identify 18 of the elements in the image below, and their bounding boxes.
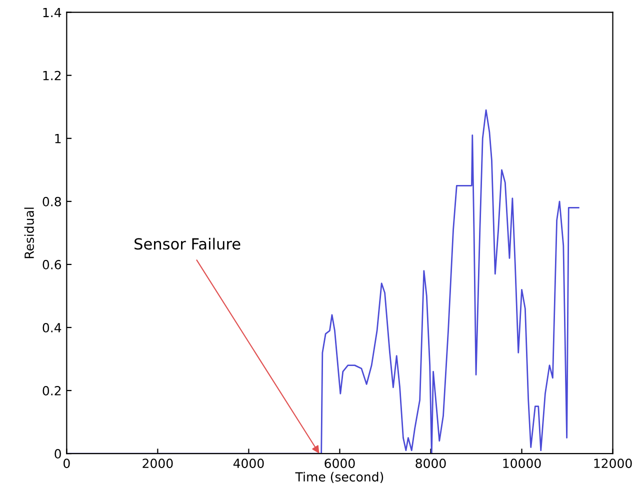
x-tick-label: 4000 (233, 458, 264, 468)
x-tick-label: 10000 (503, 458, 541, 468)
y-tick-label: 0 (54, 449, 61, 458)
y-axis-title: Residual (24, 208, 34, 258)
y-tick-label: 0.6 (42, 260, 62, 270)
y-tick-label: 1.4 (43, 8, 62, 18)
y-tick-label: 1.2 (43, 70, 61, 80)
x-axis-title: Time (second) (295, 472, 384, 484)
y-tick-label: 0.8 (42, 196, 61, 206)
y-tick-label: 0.2 (42, 386, 61, 396)
annotation: Sensor Failure (134, 238, 240, 250)
x-tick-label: 0 (64, 458, 70, 468)
x-tick-label: 12000 (594, 458, 632, 468)
x-tick-label: 6000 (324, 458, 355, 468)
x-tick-label: 8000 (416, 458, 446, 468)
x-tick-label: 2000 (142, 458, 173, 468)
y-tick-label: 0.4 (42, 322, 62, 332)
y-tick-label: 1 (55, 134, 61, 144)
